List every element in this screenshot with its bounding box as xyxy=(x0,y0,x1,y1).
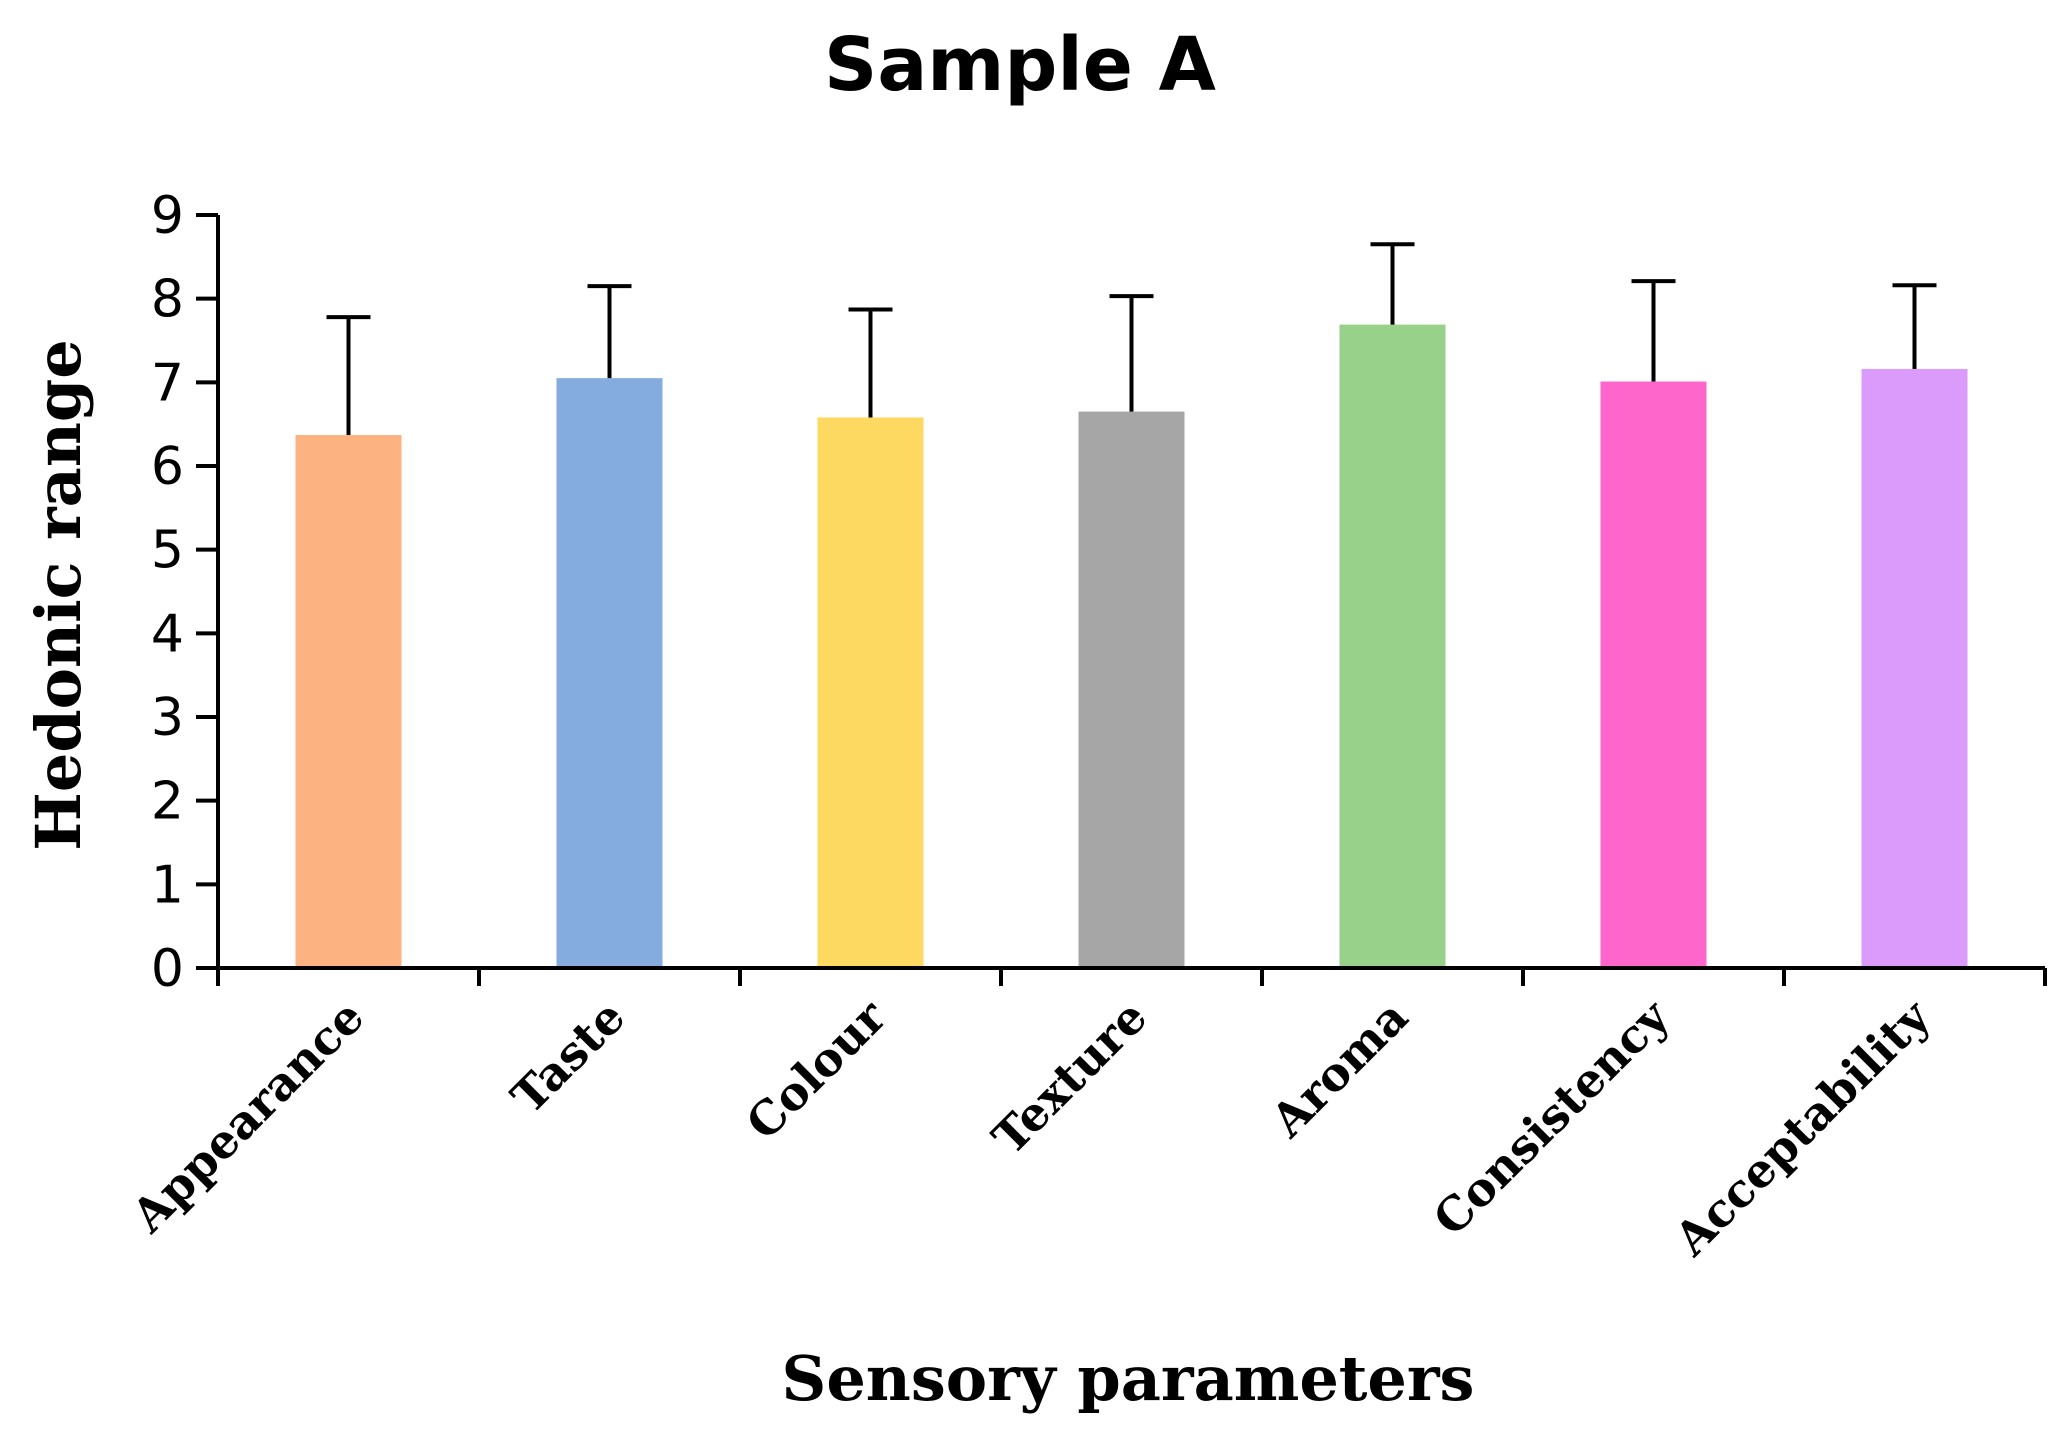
x-axis-label: Sensory parameters xyxy=(782,1342,1475,1415)
x-tick-labels: Appearance Taste Colour Texture Aroma Consist… xyxy=(121,989,1942,1267)
y-tick-label-2: 2 xyxy=(151,772,184,832)
bar-appearance xyxy=(295,435,402,968)
x-tick-label-texture: Texture xyxy=(982,990,1157,1165)
axes-layer xyxy=(196,213,2047,986)
y-axis-label: Hedonic range xyxy=(22,339,95,850)
x-tick-label-appearance: Appearance xyxy=(121,990,375,1244)
x-tick-label-acceptability: Acceptability xyxy=(1663,989,1941,1267)
bar-acceptability xyxy=(1861,368,1968,968)
bar-aroma xyxy=(1339,324,1446,968)
y-tick-label-7: 7 xyxy=(151,353,184,413)
y-tick-label-6: 6 xyxy=(151,437,184,497)
bars-layer xyxy=(295,324,1968,968)
x-tick-label-colour: Colour xyxy=(736,989,897,1150)
bar-colour xyxy=(817,417,924,968)
y-tick-label-4: 4 xyxy=(151,604,184,664)
error-bars-layer xyxy=(326,242,1937,436)
y-tick-labels: 0 1 2 3 4 5 6 7 8 9 xyxy=(151,186,184,999)
bar-consistency xyxy=(1600,381,1707,968)
chart-title: Sample A xyxy=(824,22,1216,108)
y-tick-label-3: 3 xyxy=(151,688,184,748)
x-tick-label-taste: Taste xyxy=(501,990,635,1124)
y-tick-label-8: 8 xyxy=(151,270,184,330)
x-tick-label-aroma: Aroma xyxy=(1260,990,1418,1148)
y-tick-label-5: 5 xyxy=(151,521,184,581)
bar-taste xyxy=(556,378,663,968)
y-tick-label-1: 1 xyxy=(151,855,184,915)
y-tick-label-9: 9 xyxy=(151,186,184,246)
x-tick-label-consistency: Consistency xyxy=(1423,989,1680,1246)
bar-texture xyxy=(1078,411,1185,968)
y-tick-label-0: 0 xyxy=(151,939,184,999)
